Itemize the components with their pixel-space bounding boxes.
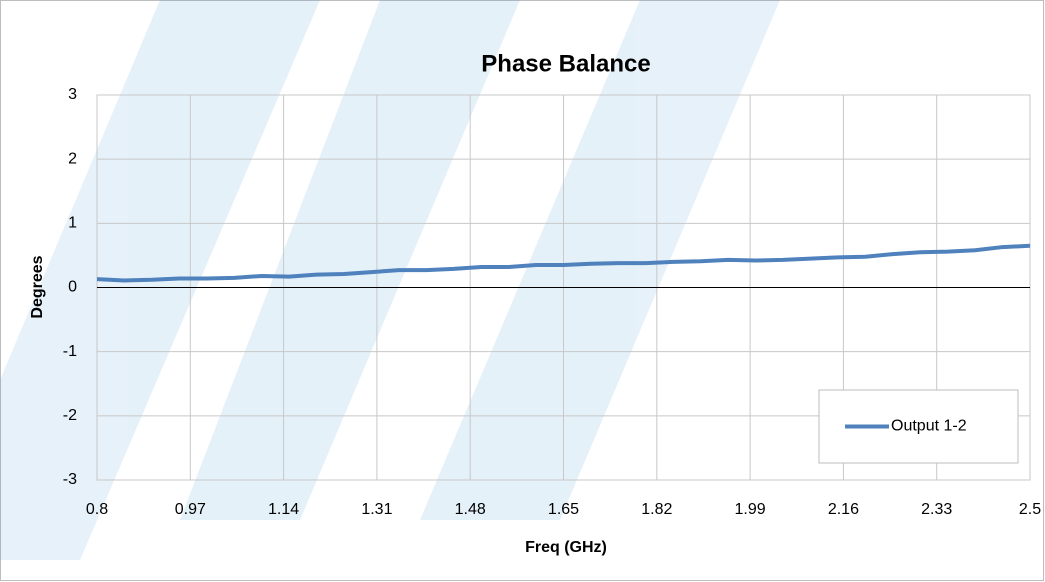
- x-tick-label: 1.99: [735, 501, 766, 518]
- x-tick-label: 2.33: [921, 501, 952, 518]
- x-tick-label: 0.97: [175, 501, 206, 518]
- y-tick-label: 3: [68, 86, 77, 103]
- data-line: [96, 243, 1031, 283]
- legend-label: Output 1-2: [891, 418, 967, 435]
- y-tick-label: -3: [63, 471, 77, 488]
- x-tick-label: 2.5: [1019, 501, 1041, 518]
- y-tick-label: 0: [68, 279, 77, 296]
- y-tick-label: 2: [68, 150, 77, 167]
- y-tick-label: 1: [68, 215, 77, 232]
- y-axis-label: Degrees: [29, 255, 46, 318]
- x-tick-label: 1.48: [455, 501, 486, 518]
- x-tick-label: 2.16: [828, 501, 859, 518]
- x-tick-label: 1.14: [268, 501, 299, 518]
- x-axis-label: Freq (GHz): [525, 539, 607, 556]
- y-tick-label: -1: [63, 343, 77, 360]
- x-tick-label: 1.31: [361, 501, 392, 518]
- y-tick-label: -2: [63, 407, 77, 424]
- x-tick-label: 0.8: [86, 501, 108, 518]
- x-tick-label: 1.82: [641, 501, 672, 518]
- x-tick-label: 1.65: [548, 501, 579, 518]
- chart-title: Phase Balance: [481, 50, 650, 77]
